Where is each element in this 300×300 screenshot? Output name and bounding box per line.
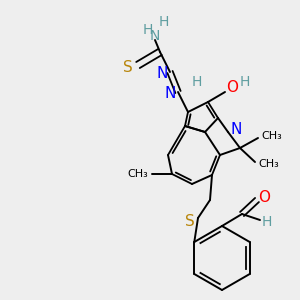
Text: O: O [226, 80, 238, 95]
Text: O: O [258, 190, 270, 205]
Text: S: S [185, 214, 195, 230]
Text: H: H [240, 75, 250, 89]
Text: N: N [164, 86, 176, 101]
Text: H: H [192, 75, 202, 89]
Text: CH₃: CH₃ [259, 159, 279, 169]
Text: N: N [150, 29, 160, 43]
Text: N: N [156, 67, 168, 82]
Text: N: N [230, 122, 242, 136]
Text: H: H [262, 215, 272, 229]
Text: CH₃: CH₃ [262, 131, 282, 141]
Text: H: H [143, 23, 153, 37]
Text: H: H [159, 15, 169, 29]
Text: S: S [123, 59, 133, 74]
Text: CH₃: CH₃ [128, 169, 148, 179]
